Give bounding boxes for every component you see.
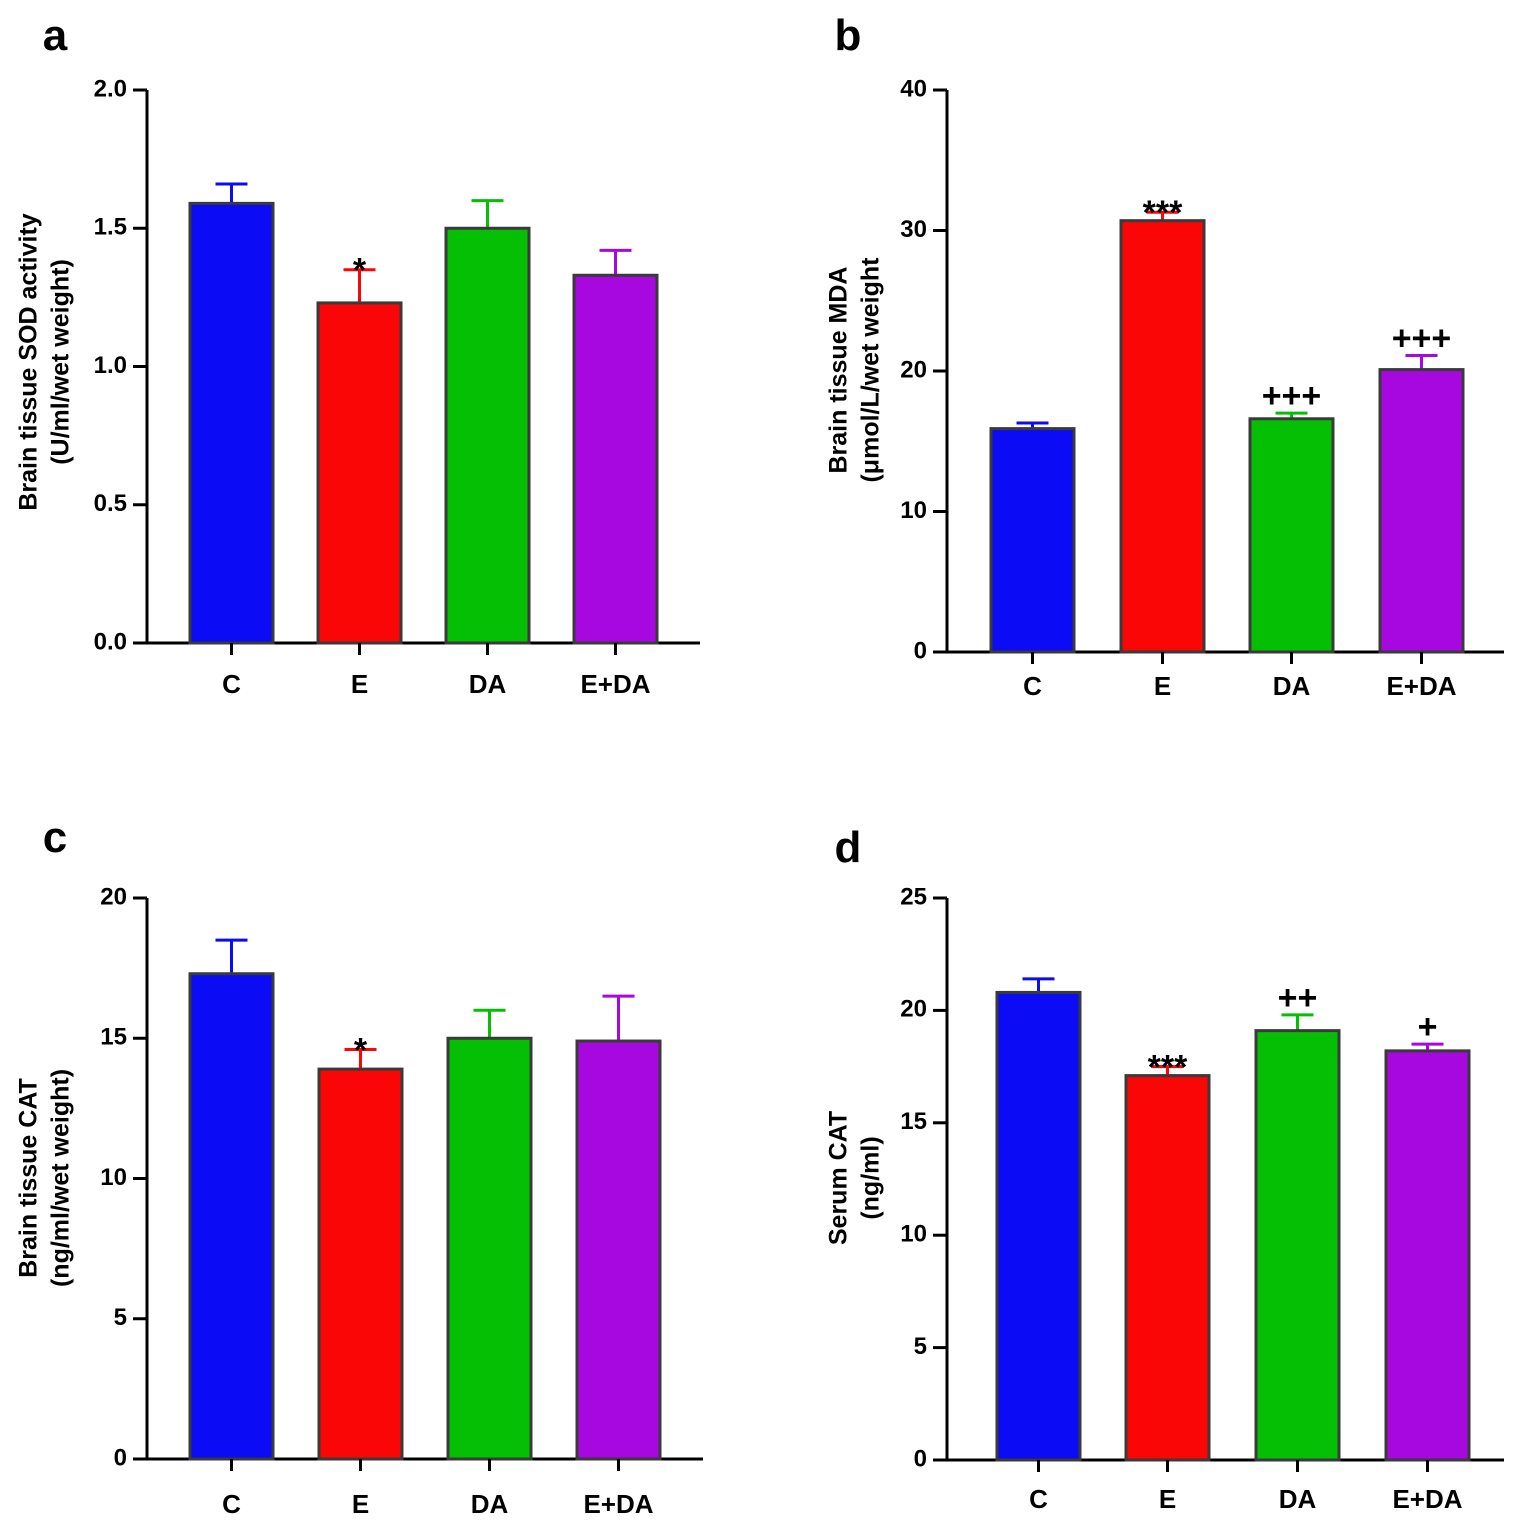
x-tick-label: DA — [1273, 671, 1311, 701]
y-tick-label: 0.0 — [94, 628, 127, 655]
y-tick-label: 10 — [900, 497, 927, 524]
significance-label: +++ — [1262, 377, 1322, 415]
y-tick-label: 25 — [900, 883, 927, 910]
x-tick-label: E — [1159, 1484, 1176, 1514]
bar-E — [316, 301, 403, 645]
bar-E — [1119, 219, 1206, 654]
y-tick-label: 0.5 — [94, 490, 127, 517]
y-tick-label: 10 — [100, 1164, 127, 1191]
x-tick-label: C — [1023, 671, 1042, 701]
x-tick-label: C — [222, 669, 241, 699]
panel-b: b Brain tissue MDA (μmol/L/wet weight 0 10 20… — [825, 11, 1504, 701]
y-tick-label: 30 — [900, 216, 927, 243]
significance-label: *** — [1148, 1049, 1188, 1087]
x-tick-label: DA — [1279, 1484, 1317, 1514]
y-tick-label: 0 — [914, 1445, 927, 1472]
bar-C — [188, 201, 275, 645]
y-tick-label: 2.0 — [94, 75, 127, 102]
y-axis-unit-label: (U/ml/wet weight) — [47, 259, 75, 465]
bar-DA — [1254, 1029, 1341, 1462]
panel-a: a Brain tissue SOD activity (U/ml/wet weig… — [15, 11, 700, 699]
bar-DA — [1248, 417, 1335, 654]
panel-letter: a — [43, 11, 68, 60]
y-tick-label: 1.0 — [94, 352, 127, 379]
bar-E+DA — [1378, 368, 1465, 654]
panel-letter: c — [43, 813, 67, 862]
y-tick-label: 5 — [914, 1333, 927, 1360]
y-tick-label: 15 — [900, 1108, 927, 1135]
x-tick-label: E+DA — [583, 1489, 653, 1519]
panel-letter: d — [835, 823, 862, 872]
significance-label: +++ — [1392, 320, 1452, 358]
bar-E+DA — [572, 273, 659, 645]
significance-label: *** — [1143, 194, 1183, 232]
y-tick-label: 5 — [114, 1304, 127, 1331]
x-tick-label: E — [352, 1489, 369, 1519]
y-axis-label: Brain tissue SOD activity — [15, 213, 43, 510]
y-axis-unit-label: (ng/ml) — [857, 1136, 885, 1219]
x-tick-label: E+DA — [1386, 671, 1456, 701]
bar-DA — [446, 1036, 533, 1461]
significance-label: * — [354, 1031, 368, 1069]
x-tick-label: E — [351, 669, 368, 699]
significance-label: * — [353, 252, 367, 290]
y-tick-label: 20 — [100, 883, 127, 910]
y-axis-label: Serum CAT — [825, 1111, 853, 1245]
x-tick-label: E+DA — [580, 669, 650, 699]
bar-C — [995, 990, 1082, 1462]
x-tick-label: C — [222, 1489, 241, 1519]
bar-E+DA — [1384, 1049, 1471, 1462]
significance-label: + — [1418, 1008, 1438, 1046]
y-axis-label: Brain tissue MDA — [825, 267, 853, 474]
y-tick-label: 20 — [900, 356, 927, 383]
panel-letter: b — [835, 11, 862, 60]
bar-C — [188, 972, 275, 1461]
y-tick-label: 10 — [900, 1221, 927, 1248]
x-tick-label: DA — [469, 669, 507, 699]
significance-label: ++ — [1278, 979, 1318, 1017]
y-tick-label: 40 — [900, 75, 927, 102]
y-axis-unit-label: (μmol/L/wet weight — [857, 257, 885, 483]
y-tick-label: 20 — [900, 996, 927, 1023]
bar-E — [317, 1067, 404, 1461]
y-axis-label: Brain tissue CAT — [15, 1078, 43, 1278]
bar-E — [1124, 1074, 1211, 1462]
x-tick-label: E+DA — [1392, 1484, 1462, 1514]
y-tick-label: 0 — [914, 637, 927, 664]
x-tick-label: C — [1029, 1484, 1048, 1514]
x-tick-label: E — [1154, 671, 1171, 701]
y-tick-label: 1.5 — [94, 214, 127, 241]
x-tick-label: DA — [471, 1489, 509, 1519]
panel-d: d Serum CAT (ng/ml) 0 5 10 15 20 25 C E *** DA ++ E+DA… — [825, 823, 1504, 1514]
bar-DA — [444, 226, 531, 645]
y-tick-label: 15 — [100, 1024, 127, 1051]
bar-E+DA — [575, 1039, 662, 1461]
y-tick-label: 0 — [114, 1444, 127, 1471]
panel-c: c Brain tissue CAT (ng/ml/wet weight) 0 5 10 1… — [15, 813, 703, 1519]
bar-C — [989, 427, 1076, 654]
y-axis-unit-label: (ng/ml/wet weight) — [47, 1069, 75, 1287]
